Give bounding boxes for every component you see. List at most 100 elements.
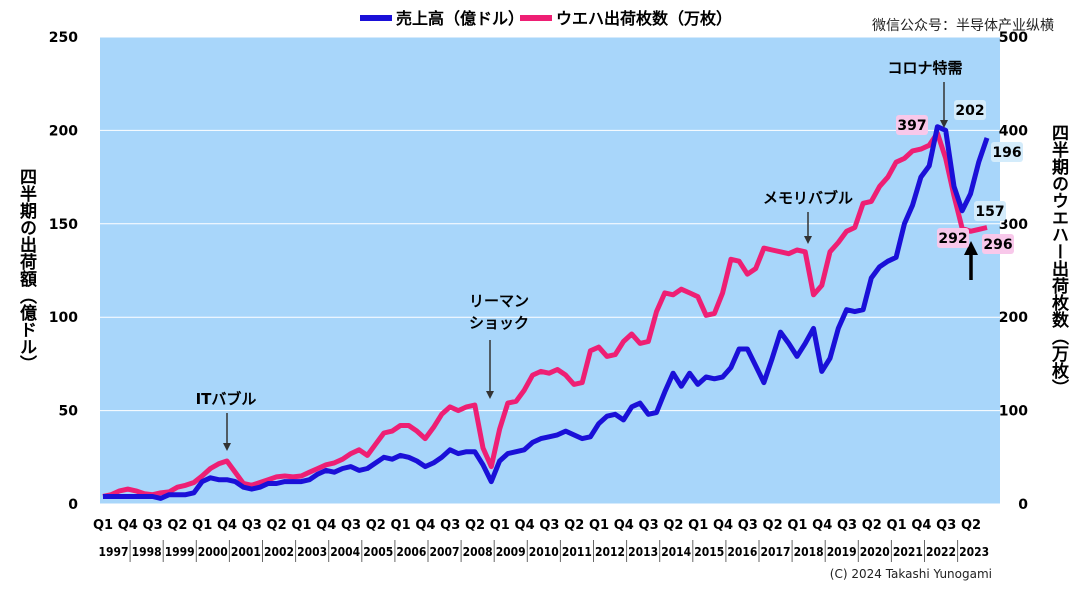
x-tick-year: 1998: [132, 545, 162, 559]
x-tick-year: 2017: [761, 545, 791, 559]
y-tick-left: 250: [49, 30, 78, 46]
x-tick-quarter: Q4: [614, 518, 634, 533]
legend-revenue-label: 売上高（億ドル）: [396, 9, 524, 28]
y-tick-left: 100: [49, 310, 78, 326]
x-tick-quarter: Q1: [391, 518, 411, 533]
y-tick-right: 0: [1018, 497, 1028, 513]
x-tick-quarter: Q3: [738, 518, 758, 533]
x-tick-quarter: Q4: [316, 518, 336, 533]
value-label-text: 196: [992, 145, 1021, 161]
x-tick-quarter: Q4: [217, 518, 237, 533]
value-label-wafer-last: 296: [982, 234, 1014, 254]
x-tick-quarter: Q4: [415, 518, 435, 533]
x-tick-quarter: Q2: [663, 518, 683, 533]
x-tick-year: 1997: [99, 545, 129, 559]
y-tick-left: 0: [68, 497, 78, 513]
x-tick-quarter: Q2: [763, 518, 783, 533]
y-tick-right: 200: [999, 310, 1028, 326]
x-tick-quarter: Q1: [589, 518, 609, 533]
y-tick-left: 50: [59, 404, 79, 420]
x-tick-quarter: Q4: [515, 518, 535, 533]
x-tick-quarter: Q2: [267, 518, 287, 533]
annotation-lehman-line1: リーマン: [469, 292, 529, 310]
copyright: (C) 2024 Takashi Yunogami: [830, 567, 992, 581]
x-tick-quarter: Q2: [862, 518, 882, 533]
annotation-lehman-line2: ショック: [469, 314, 529, 332]
x-tick-year: 2008: [463, 545, 493, 559]
x-tick-year: 2012: [595, 545, 625, 559]
x-axis-quarter-labels: Q1 Q4 Q3 Q2 Q1 Q4 Q3 Q2 Q1 Q4 Q3 Q2 Q1 Q4 Q3 Q2 Q1 Q4 Q3 Q2…: [93, 518, 981, 533]
y-tick-left: 200: [49, 123, 78, 139]
x-tick-year: 2006: [396, 545, 426, 559]
legend-wafer-label: ウエハ出荷枚数（万枚）: [556, 9, 732, 28]
x-tick-quarter: Q2: [167, 518, 187, 533]
x-tick-quarter: Q2: [961, 518, 981, 533]
annotation-memory-bubble-text: メモリバブル: [763, 189, 853, 207]
legend: 売上高（億ドル） ウエハ出荷枚数（万枚）: [360, 9, 732, 28]
y-axis-right-title: 四半期のウエハー出荷枚数（万枚）: [1048, 124, 1070, 396]
y-tick-left: 150: [49, 217, 78, 233]
value-label-revenue-last: 196: [991, 142, 1023, 162]
x-tick-year: 2009: [496, 545, 526, 559]
value-label-text: 202: [955, 103, 984, 119]
y-tick-right: 500: [999, 30, 1028, 46]
x-tick-quarter: Q4: [118, 518, 138, 533]
x-tick-quarter: Q1: [490, 518, 510, 533]
x-tick-year: 2011: [562, 545, 592, 559]
value-label-wafer-peak: 397: [896, 115, 928, 135]
x-tick-year: 2014: [661, 545, 691, 559]
x-tick-quarter: Q3: [341, 518, 361, 533]
value-label-revenue-low: 157: [974, 201, 1006, 221]
x-tick-quarter: Q2: [564, 518, 584, 533]
x-tick-quarter: Q3: [440, 518, 460, 533]
annotation-corona-text: コロナ特需: [887, 59, 962, 77]
x-tick-quarter: Q1: [192, 518, 212, 533]
value-label-revenue-peak: 202: [954, 100, 986, 120]
x-tick-year: 2018: [794, 545, 824, 559]
x-tick-quarter: Q4: [812, 518, 832, 533]
value-label-text: 157: [975, 204, 1004, 220]
y-tick-right: 100: [999, 404, 1028, 420]
x-tick-quarter: Q4: [713, 518, 733, 533]
x-tick-quarter: Q2: [366, 518, 386, 533]
x-tick-year: 2022: [926, 545, 956, 559]
y-axis-left-title: 四半期の出荷額（億ドル）: [16, 168, 38, 372]
x-tick-year: 2002: [264, 545, 294, 559]
x-tick-quarter: Q3: [837, 518, 857, 533]
x-tick-year: 2010: [529, 545, 559, 559]
x-tick-quarter: Q3: [639, 518, 659, 533]
left-axis: 0 50 100 150 200 250: [49, 30, 78, 513]
x-tick-quarter: Q4: [911, 518, 931, 533]
x-tick-year: 2001: [231, 545, 261, 559]
x-tick-year: 2016: [727, 545, 757, 559]
x-tick-year: 2015: [694, 545, 724, 559]
x-tick-year: 2020: [860, 545, 890, 559]
y-tick-right: 400: [999, 123, 1028, 139]
x-tick-quarter: Q3: [143, 518, 163, 533]
x-tick-quarter: Q1: [291, 518, 311, 533]
x-tick-quarter: Q3: [936, 518, 956, 533]
x-tick-quarter: Q1: [93, 518, 113, 533]
x-tick-year: 2021: [893, 545, 923, 559]
x-tick-year: 2000: [198, 545, 228, 559]
x-tick-year: 2007: [430, 545, 460, 559]
x-tick-year: 2019: [827, 545, 857, 559]
x-tick-year: 1999: [165, 545, 195, 559]
value-label-text: 296: [983, 237, 1012, 253]
x-tick-year: 2003: [297, 545, 327, 559]
x-tick-year: 2005: [363, 545, 393, 559]
plot-area: [100, 37, 1000, 504]
x-tick-quarter: Q1: [688, 518, 708, 533]
value-label-text: 292: [938, 231, 967, 247]
x-tick-year: 2023: [959, 545, 989, 559]
x-tick-year: 2013: [628, 545, 658, 559]
value-label-text: 397: [897, 118, 926, 134]
x-tick-quarter: Q2: [465, 518, 485, 533]
x-tick-quarter: Q1: [787, 518, 807, 533]
x-tick-quarter: Q3: [242, 518, 262, 533]
value-label-wafer-low: 292: [937, 228, 969, 248]
